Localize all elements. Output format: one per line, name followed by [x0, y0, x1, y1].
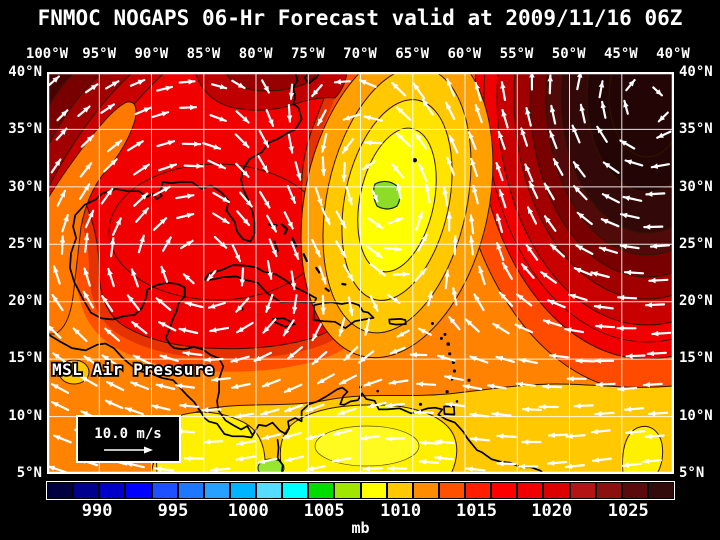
- colorbar: [46, 481, 675, 500]
- orange-trough: [47, 101, 137, 335]
- lat-tick-label: 40°N: [679, 64, 713, 80]
- colorbar-cell: [361, 483, 386, 498]
- lon-tick-label: 50°W: [551, 46, 586, 62]
- lon-tick-label: 85°W: [186, 46, 221, 62]
- lat-tick-label: 20°N: [8, 293, 42, 310]
- colorbar-cell: [622, 483, 647, 498]
- wind-legend-box: [76, 415, 181, 463]
- colorbar-cell: [466, 483, 491, 498]
- wind-legend-label: 10.0 m/s: [94, 426, 161, 442]
- lat-tick-label: 5°N: [16, 465, 42, 481]
- colorbar-cell: [544, 483, 569, 498]
- lat-tick-label: 15°N: [679, 350, 713, 367]
- colorbar-cell: [387, 483, 412, 498]
- lat-tick-label: 30°N: [679, 178, 713, 195]
- colorbar-cell: [152, 483, 177, 498]
- lat-tick-label: 35°N: [679, 121, 713, 138]
- colorbar-tick-label: 1005: [303, 501, 345, 521]
- field-label: MSL Air Pressure: [52, 360, 214, 379]
- lat-tick-label: 20°N: [679, 293, 713, 310]
- lon-tick-label: 100°W: [25, 46, 69, 62]
- lat-tick-label: 40°N: [8, 64, 42, 80]
- low-center-green: [372, 180, 401, 210]
- lon-tick-label: 55°W: [499, 46, 534, 62]
- colorbar-tick-label: 1010: [380, 501, 422, 521]
- colorbar-cell: [74, 483, 99, 498]
- coastlines: [47, 72, 546, 474]
- colorbar-tick-label: 1015: [456, 501, 497, 521]
- colorbar-cell: [648, 483, 673, 498]
- colorbar-cell: [439, 483, 464, 498]
- lat-tick-label: 15°N: [8, 350, 42, 367]
- colorbar-tick-label: 995: [157, 501, 189, 521]
- lon-tick-label: 65°W: [395, 46, 430, 62]
- colorbar-cell: [309, 483, 334, 498]
- colorbar-unit-label: mb: [351, 519, 370, 537]
- lon-tick-label: 70°W: [343, 46, 377, 62]
- map-border: [46, 71, 675, 475]
- lat-tick-label: 30°N: [8, 178, 42, 195]
- colorbar-cell: [100, 483, 125, 498]
- lat-tick-label: 10°N: [8, 407, 42, 424]
- colorbar-cell: [413, 483, 438, 498]
- colorbar-tick-label: 1020: [531, 501, 573, 521]
- colorbar-tick-label: 990: [81, 501, 113, 521]
- colorbar-cell: [230, 483, 255, 498]
- wind-legend-arrow-icon: [104, 446, 153, 454]
- lon-tick-label: 90°W: [134, 46, 169, 62]
- colorbar-cell: [492, 483, 517, 498]
- colorbar-tick-label: 1000: [227, 501, 269, 521]
- lon-tick-label: 80°W: [238, 46, 273, 62]
- lon-tick-label: 40°W: [656, 46, 690, 62]
- lat-tick-label: 25°N: [8, 235, 42, 252]
- wind-arrows: [47, 72, 672, 474]
- lon-tick-label: 95°W: [82, 46, 117, 62]
- colorbar-cell: [335, 483, 360, 498]
- wind-legend: 10.0 m/s: [76, 415, 181, 463]
- lat-tick-label: 10°N: [679, 407, 713, 424]
- colorbar-cell: [126, 483, 151, 498]
- lat-tick-label: 35°N: [8, 121, 42, 138]
- lon-tick-label: 45°W: [603, 46, 638, 62]
- colorbar-cell: [178, 483, 203, 498]
- colorbar-cell: [283, 483, 308, 498]
- lat-tick-label: 25°N: [679, 235, 713, 252]
- lat-tick-label: 5°N: [679, 465, 705, 481]
- lon-tick-label: 75°W: [290, 46, 325, 62]
- colorbar-cell: [570, 483, 595, 498]
- pressure-map: MSL Air Pressure 10.0 m/s: [46, 71, 675, 475]
- yellow-cell: [622, 425, 664, 474]
- colorbar-tick-label: 1025: [607, 501, 649, 521]
- colorbar-cell: [596, 483, 621, 498]
- colorbar-cell: [518, 483, 543, 498]
- colorbar-cell: [257, 483, 282, 498]
- colorbar-cell: [204, 483, 229, 498]
- colorbar-cell: [48, 483, 73, 498]
- lon-tick-label: 60°W: [447, 46, 482, 62]
- pressure-map-canvas: MSL Air Pressure 10.0 m/s: [46, 71, 675, 475]
- page-title: FNMOC NOGAPS 06-Hr Forecast valid at 200…: [37, 6, 683, 30]
